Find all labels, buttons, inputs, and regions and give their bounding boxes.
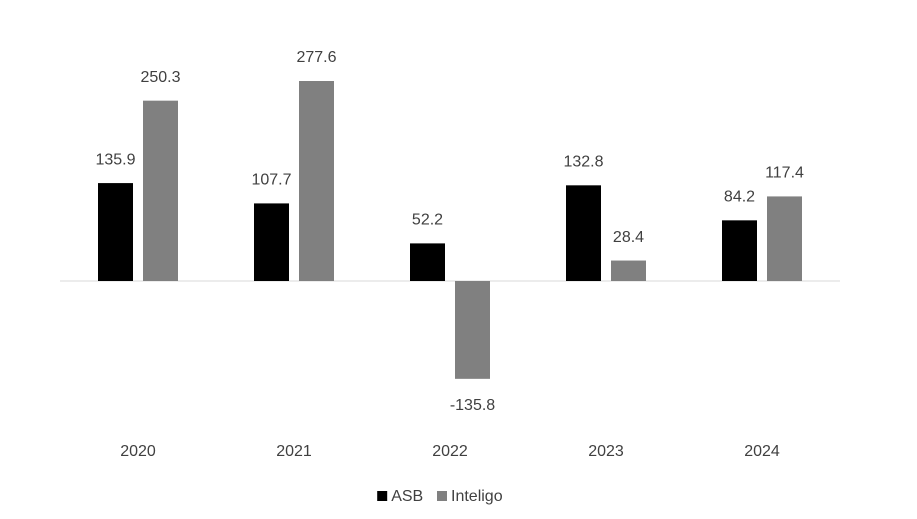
bar	[299, 81, 334, 281]
bar	[611, 260, 646, 281]
data-label: 132.8	[563, 154, 603, 171]
x-tick-label: 2023	[588, 443, 624, 460]
data-label: 28.4	[613, 229, 644, 246]
data-label: 52.2	[412, 212, 443, 229]
legend-label: Inteligo	[451, 488, 503, 505]
bar	[566, 185, 601, 281]
data-label: 250.3	[140, 69, 180, 86]
bar	[143, 100, 178, 282]
x-tick-label: 2022	[432, 443, 468, 460]
legend-swatch	[377, 491, 388, 501]
x-tick-label: 2024	[744, 443, 780, 460]
data-label: 135.9	[95, 151, 135, 168]
data-label: -135.8	[450, 397, 495, 414]
data-label: 117.4	[765, 165, 804, 182]
bar	[722, 220, 757, 281]
legend-label: ASB	[391, 488, 423, 505]
data-label: 84.2	[724, 189, 755, 206]
legend-swatch	[437, 491, 447, 501]
x-tick-label: 2020	[120, 443, 156, 460]
data-label: 277.6	[296, 49, 336, 66]
bar	[410, 243, 445, 281]
bar	[254, 203, 289, 281]
x-tick-label: 2021	[276, 443, 312, 460]
bar	[455, 281, 490, 379]
data-label: 107.7	[251, 172, 291, 189]
bar	[767, 196, 802, 281]
bar	[98, 183, 133, 281]
